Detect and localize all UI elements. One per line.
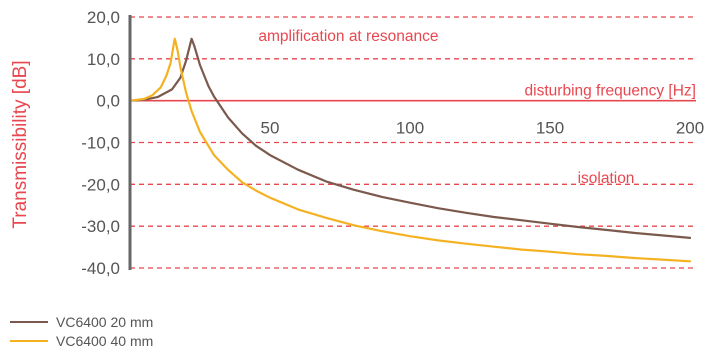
chart-annotations: amplification at resonance isolation	[258, 28, 634, 187]
legend-item-series-1: VC6400 20 mm	[10, 312, 153, 331]
y-tick-label-1: 10,0	[87, 50, 120, 69]
legend-swatch-series-2	[10, 339, 48, 342]
series-lines	[128, 37, 692, 263]
x-tick-labels: 50 100 150 200	[261, 119, 705, 138]
legend: VC6400 20 mm VC6400 40 mm	[10, 312, 153, 350]
legend-item-series-2: VC6400 40 mm	[10, 331, 153, 350]
legend-label-series-1: VC6400 20 mm	[56, 313, 154, 330]
annotation-1: amplification at resonance	[258, 28, 438, 45]
x-tick-label-1: 100	[396, 119, 424, 138]
y-tick-labels: 20,0 10,0 0,0 -10,0 -20,0 -30,0 -40,0	[81, 8, 120, 278]
y-tick-label-6: -40,0	[81, 259, 120, 278]
legend-swatch-series-1	[10, 320, 48, 323]
series-line-1	[128, 37, 692, 239]
annotation-2: isolation	[578, 170, 635, 187]
x-axis-title: disturbing frequency [Hz]	[525, 83, 696, 100]
y-tick-label-5: -30,0	[81, 217, 120, 236]
transmissibility-chart: 20,0 10,0 0,0 -10,0 -20,0 -30,0 -40,0 50 100 150…	[10, 8, 705, 278]
y-tick-label-3: -10,0	[81, 134, 120, 153]
y-tick-label-2: 0,0	[96, 92, 120, 111]
x-tick-label-2: 150	[536, 119, 564, 138]
x-tick-label-0: 50	[261, 119, 280, 138]
y-tick-label-4: -20,0	[81, 175, 120, 194]
x-tick-label-3: 200	[676, 119, 704, 138]
legend-label-series-2: VC6400 40 mm	[56, 332, 154, 349]
series-line-2	[128, 37, 692, 263]
y-tick-label-0: 20,0	[87, 8, 120, 27]
y-axis-title: Transmissibility [dB]	[10, 60, 31, 228]
grid-lines	[130, 16, 696, 269]
